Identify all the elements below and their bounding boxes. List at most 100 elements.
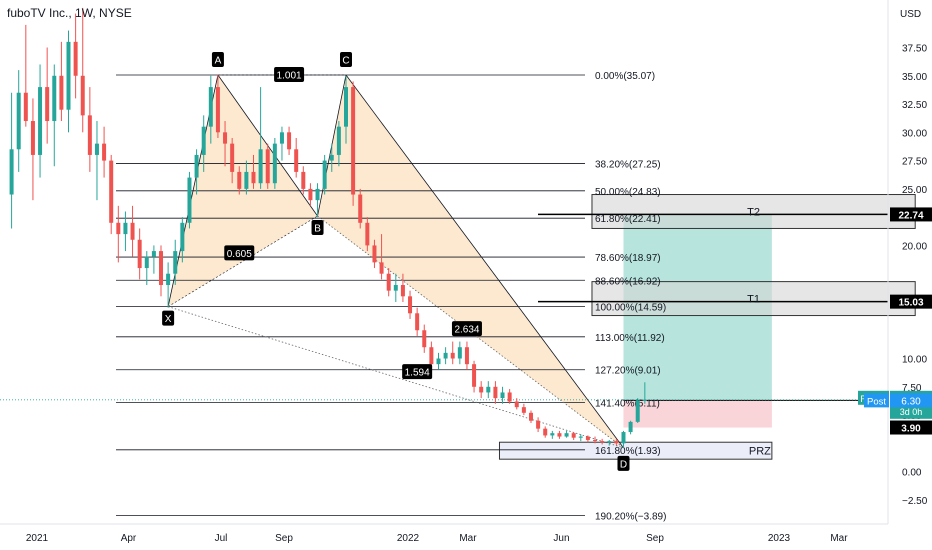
candle-body (521, 407, 526, 413)
level-tag-value: 15.03 (898, 298, 923, 309)
y-tick-label: 10.00 (902, 355, 927, 366)
pattern-point-c: C (342, 55, 349, 66)
x-tick-label: 2023 (768, 533, 791, 544)
candle-body (543, 428, 548, 436)
candle-body (45, 87, 50, 122)
candle-body (187, 177, 192, 223)
candle-body (194, 154, 199, 178)
candle-body (322, 160, 327, 189)
candle-body (109, 160, 114, 223)
candle-body (457, 347, 462, 359)
candle-body (464, 347, 469, 365)
pattern-point-x-bg (162, 310, 175, 326)
y-tick-label: 30.00 (902, 128, 927, 139)
pattern-point-d-bg (617, 455, 630, 471)
candle-body (215, 87, 220, 133)
x-tick-label: Sep (275, 533, 293, 544)
fib-label-161.80: 161.80%(1.93) (595, 446, 661, 457)
candle-body (550, 433, 555, 436)
candle-body (628, 421, 633, 433)
candle-body (386, 273, 391, 291)
level-tag-value: 3.90 (901, 424, 921, 435)
candle-body (536, 420, 541, 429)
currency-label: USD (900, 9, 921, 20)
candle-body (507, 392, 512, 402)
x-tick-label: 2022 (397, 533, 420, 544)
candle-body (372, 245, 377, 263)
candle-body (621, 432, 626, 444)
candle-body (557, 433, 562, 437)
pattern-point-x: X (165, 314, 172, 325)
candle-body (514, 401, 519, 408)
x-tick-label: Sep (646, 533, 664, 544)
candle-body (258, 149, 263, 184)
x-tick-label: Apr (121, 533, 137, 544)
candle-body (585, 436, 590, 440)
candle-body (137, 239, 142, 269)
candle-body (173, 251, 178, 274)
candle-body (358, 194, 363, 223)
candle-body (223, 132, 228, 144)
candle-body (159, 251, 164, 286)
y-tick-label: 7.50 (902, 383, 922, 394)
fib-label-0.00: 0.00%(35.07) (595, 71, 655, 82)
candle-body (237, 171, 242, 189)
zone-t1 (591, 281, 916, 317)
candle-body (287, 132, 292, 150)
pattern-bcd-triangle (317, 74, 624, 448)
candle-body (16, 92, 21, 150)
zone-prz (498, 441, 773, 460)
candle-body (102, 143, 107, 161)
candle-body (144, 256, 149, 269)
fib-label-78.60: 78.60%(18.97) (595, 253, 661, 264)
y-tick-label: 20.00 (902, 241, 927, 252)
candle-body (493, 386, 498, 399)
candle-body (272, 143, 277, 184)
candle-body (130, 222, 135, 240)
pattern-xb-line (167, 215, 318, 307)
candle-body (279, 132, 284, 144)
candle-body (23, 92, 28, 122)
candle-body (408, 296, 413, 314)
ratio-label: 1.594 (405, 368, 430, 379)
x-tick-label: Jul (215, 533, 228, 544)
candle-body (415, 313, 420, 331)
pattern-point-d: D (620, 459, 627, 470)
candle-body (123, 222, 128, 235)
candle-body (571, 433, 576, 438)
candle-body (336, 126, 341, 155)
pattern-leg-cd (345, 74, 624, 449)
pattern-point-b: B (314, 224, 321, 235)
level-tag-bg (890, 420, 932, 435)
level-tag-bg (890, 207, 932, 222)
candle-body (166, 273, 171, 286)
fib-label-141.40: 141.40%(6.11) (595, 399, 660, 410)
position-stop-zone (623, 400, 772, 428)
ratio-bg (402, 364, 433, 380)
ratio-bg (274, 66, 305, 82)
candle-body (600, 441, 605, 443)
pattern-point-a: A (215, 55, 222, 66)
y-tick-label: 32.50 (902, 100, 927, 111)
candle-body (52, 75, 57, 122)
zone-label-prz: PRZ (749, 446, 771, 458)
candle-body (329, 154, 334, 161)
candle-body (472, 364, 477, 387)
ratio-label: 2.634 (454, 325, 479, 336)
candle-body (607, 441, 612, 443)
candle-body (443, 352, 448, 359)
candle-body (59, 75, 64, 110)
candle-body (400, 285, 405, 297)
candle-body (116, 222, 121, 235)
fib-label-113.00: 113.00%(11.92) (595, 333, 665, 344)
pattern-point-a-bg (211, 51, 224, 67)
candle-body (351, 87, 356, 195)
candle-body (265, 149, 270, 184)
ratio-label: 1.001 (277, 70, 302, 81)
candle-body (73, 41, 78, 76)
candle-body (500, 392, 505, 399)
candle-body (642, 399, 647, 401)
post-tag-bg (864, 393, 889, 408)
dotted-line-1 (317, 215, 624, 449)
